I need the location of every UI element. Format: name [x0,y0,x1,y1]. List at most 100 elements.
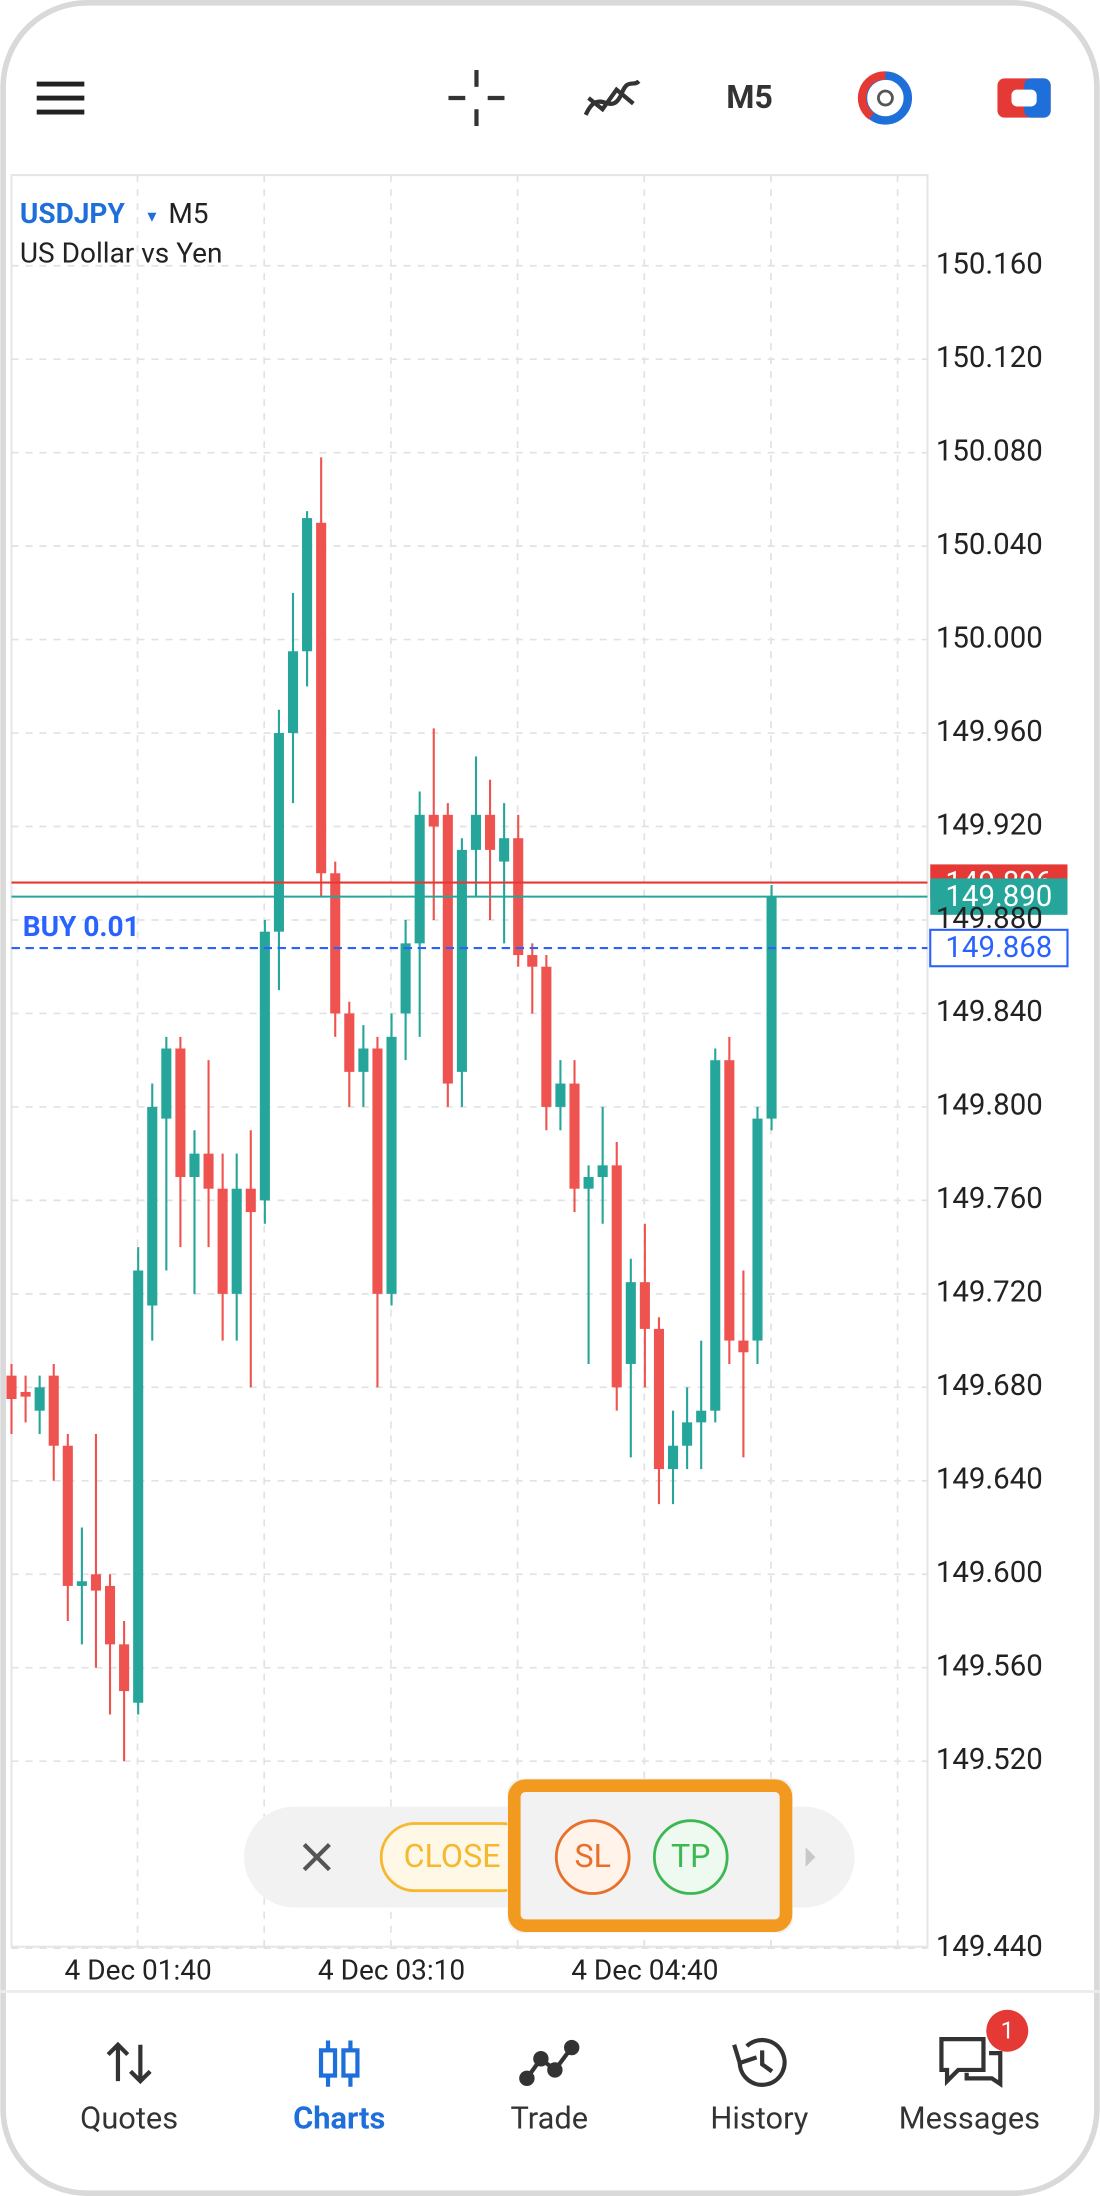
candle-body [245,1188,256,1213]
candle-body [259,931,270,1201]
bottom-nav: 1 Quotes Charts Trade History Messages [0,1990,1100,2137]
x-tick-label: 4 Dec 03:10 [318,1953,465,1986]
bid-label: 149.890 [945,880,1052,914]
candle-body [302,518,313,652]
candle-body [499,838,510,862]
nav-item[interactable]: History [710,2100,808,2137]
indicators-button[interactable] [583,79,641,116]
y-tick-label: 149.880 [936,902,1043,936]
trade-button[interactable] [997,78,1051,118]
candle-body [569,1083,580,1189]
highlight-box [507,1779,793,1933]
timeframe-button[interactable]: M5 [726,78,773,116]
candle-body [104,1585,116,1645]
charts-icon [318,2040,360,2087]
y-tick-label: 149.800 [936,1089,1043,1123]
candle-body [710,1060,721,1411]
candle-body [62,1445,73,1586]
nav-item[interactable]: Charts [293,2100,385,2137]
candle-body [48,1375,59,1446]
crosshair-button[interactable] [448,70,505,127]
chart-timeframe: M5 [168,197,208,230]
quotes-icon [106,2041,152,2085]
candle-body [76,1581,87,1586]
candle-body [217,1188,228,1294]
tp-label: TP [671,1837,711,1875]
tp-button[interactable]: TP [652,1819,729,1895]
candle-body [203,1153,214,1189]
y-tick-label: 149.760 [936,1182,1043,1216]
candle-body [161,1048,172,1119]
candle-body [133,1270,144,1703]
candle-body [639,1282,650,1329]
candle-body [653,1328,665,1470]
trade-toolbar: CLOSE SL TP [243,1778,855,1933]
nav-labels: Quotes Charts Trade History Messages [80,2100,1040,2137]
nav-item[interactable]: Trade [511,2100,589,2137]
trade-icon [519,2039,580,2087]
position-text: BUY 0.01 [23,910,140,943]
x-tick-label: 4 Dec 01:40 [65,1953,212,1986]
candle-body [34,1387,45,1411]
nav-item[interactable]: Quotes [80,2100,178,2137]
nav-item[interactable]: Messages [899,2100,1040,2137]
toolbar-more[interactable] [805,1847,816,1867]
candle-body [20,1391,31,1397]
badge [986,2009,1029,2052]
candle-body [527,955,538,967]
close-label: CLOSE [404,1837,501,1875]
y-tick-label: 150.120 [936,341,1043,375]
y-tick-label: 150.040 [936,528,1043,562]
y-tick-label: 149.560 [936,1649,1043,1683]
symbol[interactable]: USDJPY [20,197,126,230]
sl-button[interactable]: SL [554,1819,631,1895]
candle-body [6,1375,17,1399]
candle-body [752,1118,763,1341]
candle-body [400,943,411,1014]
position-label-box [929,928,1069,968]
candle-body [583,1177,594,1189]
candle-body [625,1282,636,1364]
candle-body [316,522,327,874]
history-icon [732,2037,787,2087]
candle-body [119,1644,130,1692]
candle-body [147,1106,158,1306]
candle-body [456,849,467,1072]
y-tick-label: 149.440 [936,1930,1043,1964]
y-tick-label: 149.520 [936,1743,1043,1777]
candle-body [386,1036,397,1294]
x-tick-label: 4 Dec 04:40 [571,1953,718,1986]
symbol-menu[interactable]: ▾ [147,206,157,227]
candle-body [667,1445,679,1470]
candle-body [738,1340,749,1353]
menu-button[interactable] [36,81,85,115]
candle-body [442,814,453,1084]
candle-body [358,1048,369,1072]
candle-body [231,1188,242,1294]
one-click-button[interactable] [857,71,913,125]
candle-body [555,1083,566,1107]
candles [6,457,777,1762]
candle-body [414,814,425,944]
candle-body [696,1410,707,1423]
y-tick-label: 150.080 [936,434,1043,468]
dismiss-button[interactable] [302,1842,331,1872]
y-tick-label: 149.680 [936,1369,1043,1403]
top-bar: M5 [36,70,1051,127]
candle-body [597,1165,608,1178]
close-button[interactable]: CLOSE [379,1822,537,1893]
sl-label: SL [574,1837,610,1875]
candle-body [541,966,552,1107]
candle-body [287,651,299,734]
symbol-header: USDJPY ▾ M5 US Dollar vs Yen [20,197,223,269]
badge-count: 1 [1001,2016,1014,2044]
candle-body [189,1153,200,1178]
y-tick-label: 149.840 [936,995,1043,1029]
y-tick-label: 150.000 [936,621,1043,655]
candle-body [175,1048,186,1178]
candle-body [766,896,777,1119]
